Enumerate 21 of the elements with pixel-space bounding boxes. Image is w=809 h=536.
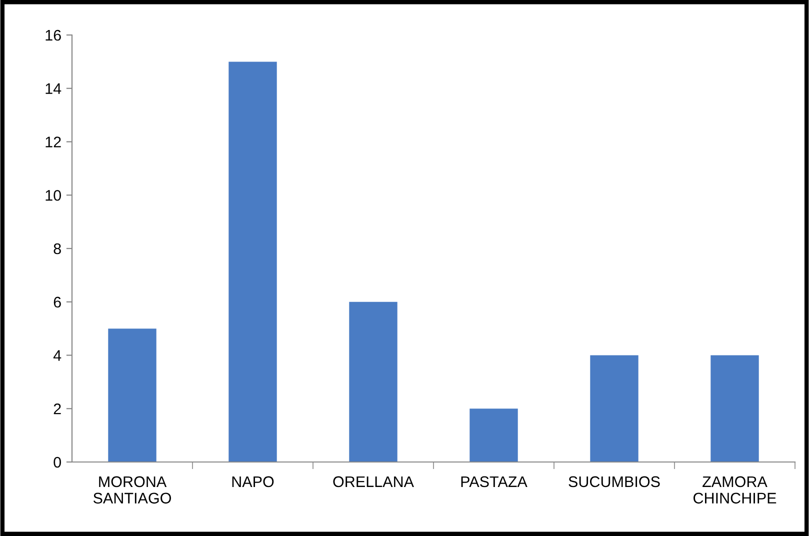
y-tick-label: 10 [46,190,61,201]
y-tick-label: 14 [46,83,62,94]
x-tick-label: MORONA SANTIAGO [93,476,171,504]
y-tick-label: 2 [54,403,61,414]
x-tick-label: SUCUMBIOS [568,476,660,488]
x-tick-label: NAPO [232,476,274,488]
bar [228,62,277,462]
y-tick-label: 16 [46,30,61,41]
y-tick-label: 8 [54,243,61,254]
bar [590,355,638,462]
y-tick-label: 0 [54,456,61,468]
bar [470,408,518,462]
x-tick-label: ZAMORA CHINCHIPE [694,476,776,504]
bar [108,328,156,462]
x-tick-label: PASTAZA [461,476,528,488]
y-tick-label: 4 [53,350,62,361]
bar [710,355,759,462]
y-tick-label: 6 [54,296,61,308]
x-tick-label: ORELLANA [333,476,414,488]
bar [349,302,398,462]
y-tick-label: 12 [46,136,61,148]
